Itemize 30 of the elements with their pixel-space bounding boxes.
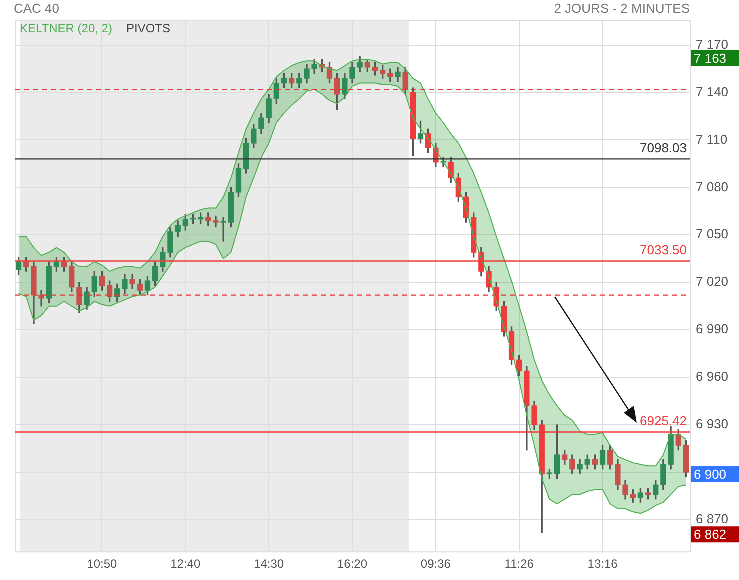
x-tick-label: 11:26	[504, 557, 534, 572]
y-tick-label: 7 080	[696, 179, 729, 194]
y-tick-label: 6 960	[696, 369, 729, 384]
y-tick-label: 7 020	[696, 274, 729, 290]
annotation: PIVOTS	[126, 21, 170, 36]
ref-line-label: 6925.42	[640, 413, 687, 428]
y-tick-label: 7 140	[696, 84, 729, 100]
x-tick-label: 14:30	[254, 557, 284, 572]
x-tick-label: 13:16	[588, 557, 618, 572]
candlestick	[38, 290, 44, 307]
y-tick-label: 7 170	[696, 36, 729, 52]
text: 6 900	[694, 467, 727, 482]
x-tick-label: 16:20	[337, 557, 368, 572]
y-tick-label: 6 990	[696, 322, 729, 337]
y-tick-label: 7 050	[696, 226, 729, 242]
candlestick	[213, 216, 219, 228]
y-tick-label: 7 110	[696, 132, 728, 147]
text: 6 862	[694, 527, 727, 542]
chart-subtitle: 2 JOURS - 2 MINUTES	[554, 1, 690, 16]
text: KELTNER (20, 2)	[20, 21, 112, 36]
x-tick-label: 10:50	[87, 557, 118, 572]
y-tick-label: 6 930	[696, 416, 729, 432]
chart-title: CAC 40	[14, 1, 60, 16]
candlestick	[220, 217, 226, 242]
ref-line-label: 7033.50	[640, 242, 687, 258]
ref-line-label: 7098.03	[640, 140, 687, 156]
x-tick-label: 09:36	[420, 557, 452, 572]
x-tick-label: 12:40	[170, 557, 201, 572]
y-tick-label: 6 870	[696, 512, 729, 527]
text: 7 163	[694, 50, 727, 66]
